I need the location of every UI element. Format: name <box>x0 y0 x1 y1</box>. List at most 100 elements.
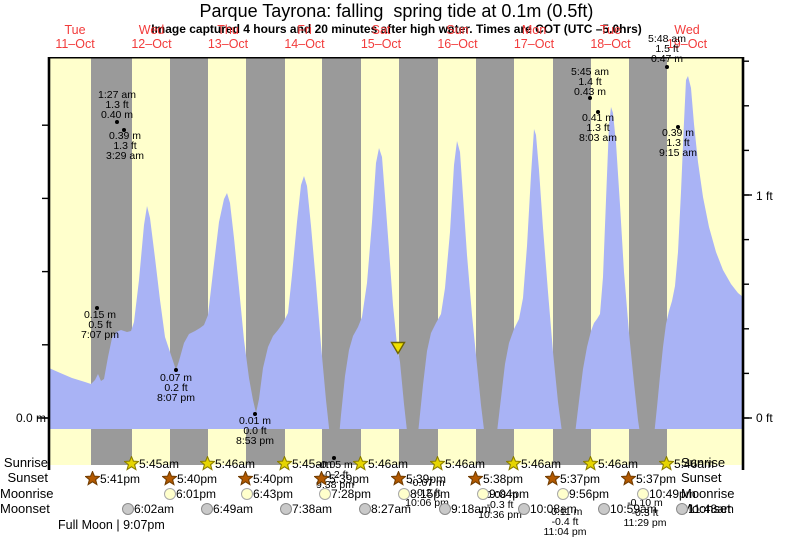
annotation-line: 0.2 ft <box>164 381 188 394</box>
sunset-event: 5:39pm <box>314 471 369 486</box>
moonset-event: 8:27am <box>359 502 411 516</box>
moonrise-moon-icon <box>477 488 489 500</box>
sunset-star-icon <box>314 471 329 486</box>
annotation-line: 9:38 pm <box>316 478 354 491</box>
annotation-line: -0.05 m <box>317 459 353 471</box>
moonrise-time: 10:49pm <box>649 487 696 501</box>
sunset-event: 5:40pm <box>162 471 217 486</box>
moonset-moon-icon <box>201 503 213 515</box>
sunset-time: 5:39pm <box>406 471 447 486</box>
tide-level-curve <box>49 76 743 465</box>
annotation-line: 0.0 ft <box>243 424 267 437</box>
below-datum-strip <box>49 429 743 465</box>
sunrise-star-icon <box>430 456 445 471</box>
sunset-event: 5:41pm <box>85 471 140 486</box>
night-band-strip <box>322 429 361 465</box>
moonrise-event: 9:04pm <box>477 487 529 501</box>
sunrise-time: 5:46am <box>674 456 715 471</box>
y-axis-right-0ft-label: 0 ft <box>756 411 773 425</box>
annotation-line: 0.40 m <box>100 108 134 121</box>
sunset-time: 5:37pm <box>636 471 677 486</box>
tide-extreme-dot <box>588 96 592 100</box>
day-name: Wed <box>674 23 700 37</box>
day-date: 12–Oct <box>131 37 172 51</box>
moonrise-moon-icon <box>557 488 569 500</box>
day-name: Fri <box>297 23 312 37</box>
night-band-strip <box>170 429 208 465</box>
annotation-line: 5:48 am <box>648 33 686 45</box>
day-name: Mon <box>521 23 547 37</box>
night-band-strip <box>91 429 132 465</box>
day-name: Thu <box>217 23 239 37</box>
annotation-line: 1:27 am <box>98 89 136 101</box>
moonrise-time: 8:15pm <box>410 487 451 501</box>
page-subtitle: Image captured 4 hours and 20 minutes af… <box>151 22 642 36</box>
day-label-17–Oct: Mon 17–Oct <box>514 23 554 51</box>
annotation-line: 1.4 ft <box>578 75 602 88</box>
annotation-line: 11:29 pm <box>623 516 667 529</box>
sunrise-time: 5:46am <box>445 456 486 471</box>
sunset-time: 5:41pm <box>100 471 141 486</box>
sunrise-event: 5:46am <box>430 456 485 471</box>
day-label-11–Oct: Tue 11–Oct <box>55 23 94 51</box>
moonrise-event: 6:43pm <box>241 487 293 501</box>
moonrise-time: 9:56pm <box>569 487 610 501</box>
tide-extreme-dot <box>596 110 600 114</box>
annotation-line: 1.3 ft <box>586 121 610 134</box>
moonset-time: 10:59am <box>610 502 657 516</box>
sunset-time: 5:40pm <box>177 471 218 486</box>
moonset-event: 6:02am <box>122 502 174 516</box>
moonset-time: 11:48am <box>688 502 734 516</box>
tide-annotation: 0.01 m 0.0 ft 8:53 pm <box>236 415 274 446</box>
annotation-line: 8:07 pm <box>157 391 195 404</box>
moonset-moon-icon <box>439 503 451 515</box>
tide-extreme-dots <box>95 65 680 460</box>
moonset-time: 7:38am <box>292 502 333 516</box>
moonset-event: 10:08am <box>518 502 577 516</box>
tide-extreme-dot <box>174 368 178 372</box>
annotation-line: -0.08 m <box>482 489 518 501</box>
annotation-line: -0.07 m <box>409 477 445 489</box>
annotation-line: -0.3 ft <box>486 498 514 511</box>
night-band-strip <box>629 429 667 465</box>
moonrise-moon-icon <box>398 488 410 500</box>
annotation-line: 7:07 pm <box>81 328 119 341</box>
day-date: 13–Oct <box>207 37 249 51</box>
moonset-moon-icon <box>676 503 688 515</box>
night-band-strip <box>246 429 285 465</box>
sunset-star-icon <box>85 471 100 486</box>
day-date: 18–Oct <box>590 37 631 51</box>
sunrise-star-icon <box>353 456 368 471</box>
tide-annotation: -0.07 m -0.2 ft 10:06 pm <box>405 477 449 509</box>
sunrise-event: 5:46am <box>659 456 714 471</box>
day-name: Wed <box>138 23 165 37</box>
annotation-line: 8:03 am <box>579 131 617 144</box>
annotation-line: -0.3 ft <box>631 506 659 519</box>
moonrise-time: 9:04pm <box>489 487 530 501</box>
moonset-time: 8:27am <box>371 502 412 516</box>
day-date: 16–Oct <box>437 37 478 51</box>
annotation-line: 0.41 m <box>581 112 615 124</box>
sunrise-star-icon <box>583 456 598 471</box>
row-label-sunset-left: Sunset <box>7 470 48 485</box>
day-label-18–Oct: Tue 18–Oct <box>590 23 630 51</box>
tide-annotation: 0.15 m 0.5 ft 7:07 pm <box>81 310 119 341</box>
moon-phase-note: Full Moon | 9:07pm <box>58 518 165 532</box>
sunrise-time: 5:46am <box>368 456 409 471</box>
tide-annotation: 1:27 am 1.3 ft 0.40 m <box>98 89 136 121</box>
tide-annotation: 0.39 m 1.3 ft 3:29 am <box>106 131 144 161</box>
night-band-strip <box>553 429 591 465</box>
sunset-event: 5:40pm <box>238 471 293 486</box>
moonrise-time: 6:43pm <box>253 487 294 501</box>
sunrise-time: 5:45am <box>139 456 180 471</box>
tide-annotation: -0.08 m -0.3 ft 10:36 pm <box>478 489 522 520</box>
annotation-line: 0.43 m <box>573 85 607 98</box>
sunrise-time: 5:46am <box>598 456 639 471</box>
annotation-line: 0.01 m <box>238 415 272 427</box>
moonrise-event: 6:01pm <box>164 487 216 501</box>
y-axis-left-zero-label: 0.0 m <box>15 411 46 425</box>
moonset-event: 6:49am <box>201 502 253 516</box>
annotation-line: 10:06 pm <box>405 496 449 509</box>
sunrise-time: 5:45am <box>292 456 333 471</box>
annotation-line: 5:45 am <box>571 66 609 78</box>
